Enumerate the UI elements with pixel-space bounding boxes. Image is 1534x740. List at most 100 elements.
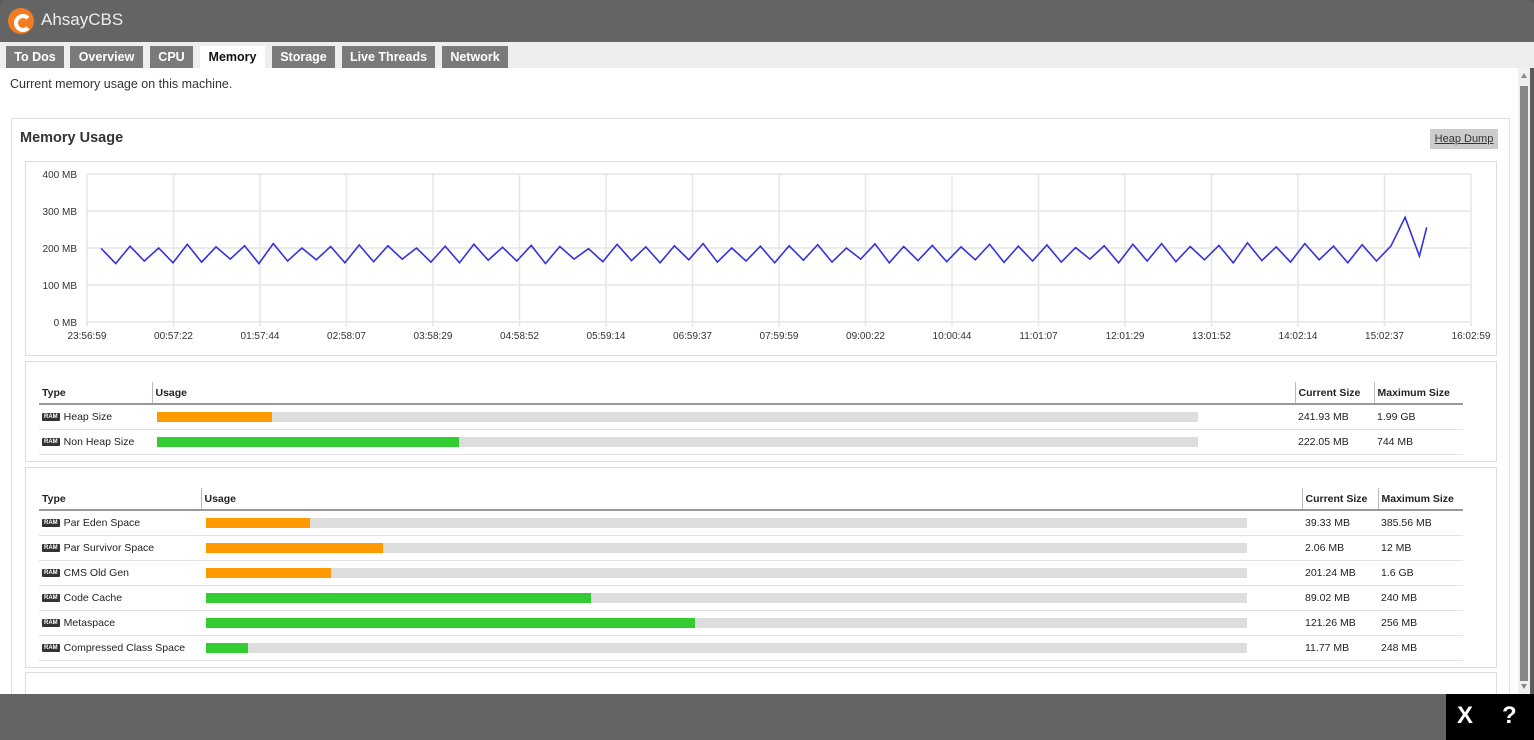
data-point [645, 246, 647, 248]
type-label: Par Eden Space [63, 516, 141, 529]
data-point [301, 247, 303, 249]
data-point [458, 262, 461, 264]
data-point [544, 262, 547, 265]
usage-bar [157, 411, 1198, 422]
data-point [244, 245, 246, 247]
data-point [1318, 259, 1320, 261]
data-point [817, 244, 819, 246]
data-point [1089, 258, 1091, 260]
data-point [1017, 245, 1019, 247]
col-type: Type [39, 488, 201, 511]
data-point [473, 243, 475, 245]
heap-dump-button[interactable]: Heap Dump [1430, 129, 1498, 149]
memory-pool-table-box: Type Usage Current Size Maximum Size RAM… [25, 467, 1497, 668]
usage-bar [206, 542, 1247, 553]
tab-bar: To Dos Overview CPU Memory Storage Live … [0, 42, 1534, 68]
next-section-box [25, 672, 1497, 694]
y-tick-label: 300 MB [43, 207, 78, 218]
scroll-up-arrow-icon[interactable] [1521, 73, 1527, 78]
usage-bar [206, 567, 1247, 578]
ram-icon: RAM [42, 593, 60, 602]
memory-pool-table: Type Usage Current Size Maximum Size RAM… [39, 488, 1463, 661]
data-point [974, 259, 976, 261]
col-type: Type [39, 382, 152, 405]
tab-cpu[interactable]: CPU [150, 46, 193, 68]
y-tick-label: 400 MB [43, 170, 78, 181]
data-point [387, 245, 389, 247]
data-point [587, 248, 590, 250]
col-current-size: Current Size [1294, 382, 1374, 405]
data-point [530, 244, 532, 247]
data-point [1160, 242, 1163, 245]
data-point [415, 247, 418, 249]
data-point [946, 261, 948, 263]
memory-usage-line [100, 215, 1428, 265]
data-point [129, 245, 131, 247]
type-cell: RAM Heap Size [39, 404, 152, 430]
tab-to-dos[interactable]: To Dos [6, 46, 64, 68]
help-button[interactable]: ? [1502, 702, 1517, 729]
data-point [989, 243, 991, 245]
ram-icon: RAM [42, 618, 60, 627]
type-label: Par Survivor Space [63, 541, 155, 554]
data-point [287, 260, 289, 262]
current-size-cell: 39.33 MB [1302, 510, 1378, 536]
tab-live-threads[interactable]: Live Threads [342, 46, 435, 68]
data-point [702, 242, 704, 245]
type-cell: RAM Metaspace [39, 610, 201, 636]
current-size-cell: 89.02 MB [1302, 585, 1378, 611]
type-cell: RAM Non Heap Size [39, 429, 152, 455]
memory-chart: 0 MB 100 MB 200 MB 300 MB 400 MB 23:56:59 00:5… [43, 170, 1491, 342]
current-size-cell: 11.77 MB [1302, 635, 1378, 661]
close-button[interactable]: X [1457, 702, 1474, 729]
usage-cell [201, 610, 1302, 636]
app-title: AhsayCBS [41, 10, 124, 29]
data-point [659, 262, 661, 264]
x-tick-label: 01:57:44 [241, 331, 280, 342]
y-tick-label: 0 MB [54, 318, 78, 329]
current-size-cell: 241.93 MB [1295, 404, 1374, 430]
tab-overview[interactable]: Overview [70, 46, 143, 68]
current-size-cell: 121.26 MB [1302, 610, 1378, 636]
usage-bar-fill [206, 592, 592, 603]
type-cell: RAM Par Eden Space [39, 510, 201, 536]
usage-cell [152, 404, 1295, 430]
scroll-down-arrow-icon[interactable] [1521, 684, 1527, 689]
x-tick-label: 02:58:07 [327, 331, 366, 342]
data-point [1203, 259, 1206, 261]
data-point [1347, 262, 1349, 264]
table-row: RAM Par Survivor Space 2.06 MB 12 MB [39, 535, 1463, 561]
data-point [1175, 261, 1177, 263]
data-point [1060, 261, 1062, 263]
data-point [1332, 245, 1335, 247]
col-maximum-size: Maximum Size [1377, 488, 1463, 511]
maximum-size-cell: 385.56 MB [1378, 510, 1463, 536]
col-usage: Usage [200, 488, 1302, 511]
data-point [559, 245, 561, 248]
tab-storage[interactable]: Storage [272, 46, 335, 68]
data-point [315, 259, 317, 261]
data-point [788, 245, 790, 247]
table-row: RAM Metaspace 121.26 MB 256 MB [39, 610, 1463, 636]
vertical-scrollbar[interactable] [1518, 68, 1530, 694]
col-usage: Usage [151, 382, 1295, 405]
tab-network[interactable]: Network [442, 46, 508, 68]
ram-icon: RAM [42, 412, 60, 421]
ram-icon: RAM [42, 568, 60, 577]
x-tick-label: 16:02:59 [1452, 331, 1491, 342]
data-point [1404, 216, 1406, 218]
tab-memory[interactable]: Memory [200, 46, 265, 68]
col-maximum-size: Maximum Size [1373, 382, 1463, 405]
scroll-thumb[interactable] [1520, 86, 1528, 681]
table-row: RAM Par Eden Space 39.33 MB 385.56 MB [39, 510, 1463, 536]
memory-usage-panel: Memory Usage Heap Dump 0 MB 100 MB 200 MB 3… [11, 118, 1510, 694]
data-point [201, 261, 203, 263]
type-label: CMS Old Gen [63, 566, 130, 579]
data-point [888, 262, 890, 264]
data-point [344, 262, 346, 264]
data-point [931, 244, 933, 247]
ram-icon: RAM [42, 543, 60, 552]
data-point [774, 262, 776, 264]
data-point [1032, 260, 1034, 262]
data-point [1426, 227, 1428, 229]
